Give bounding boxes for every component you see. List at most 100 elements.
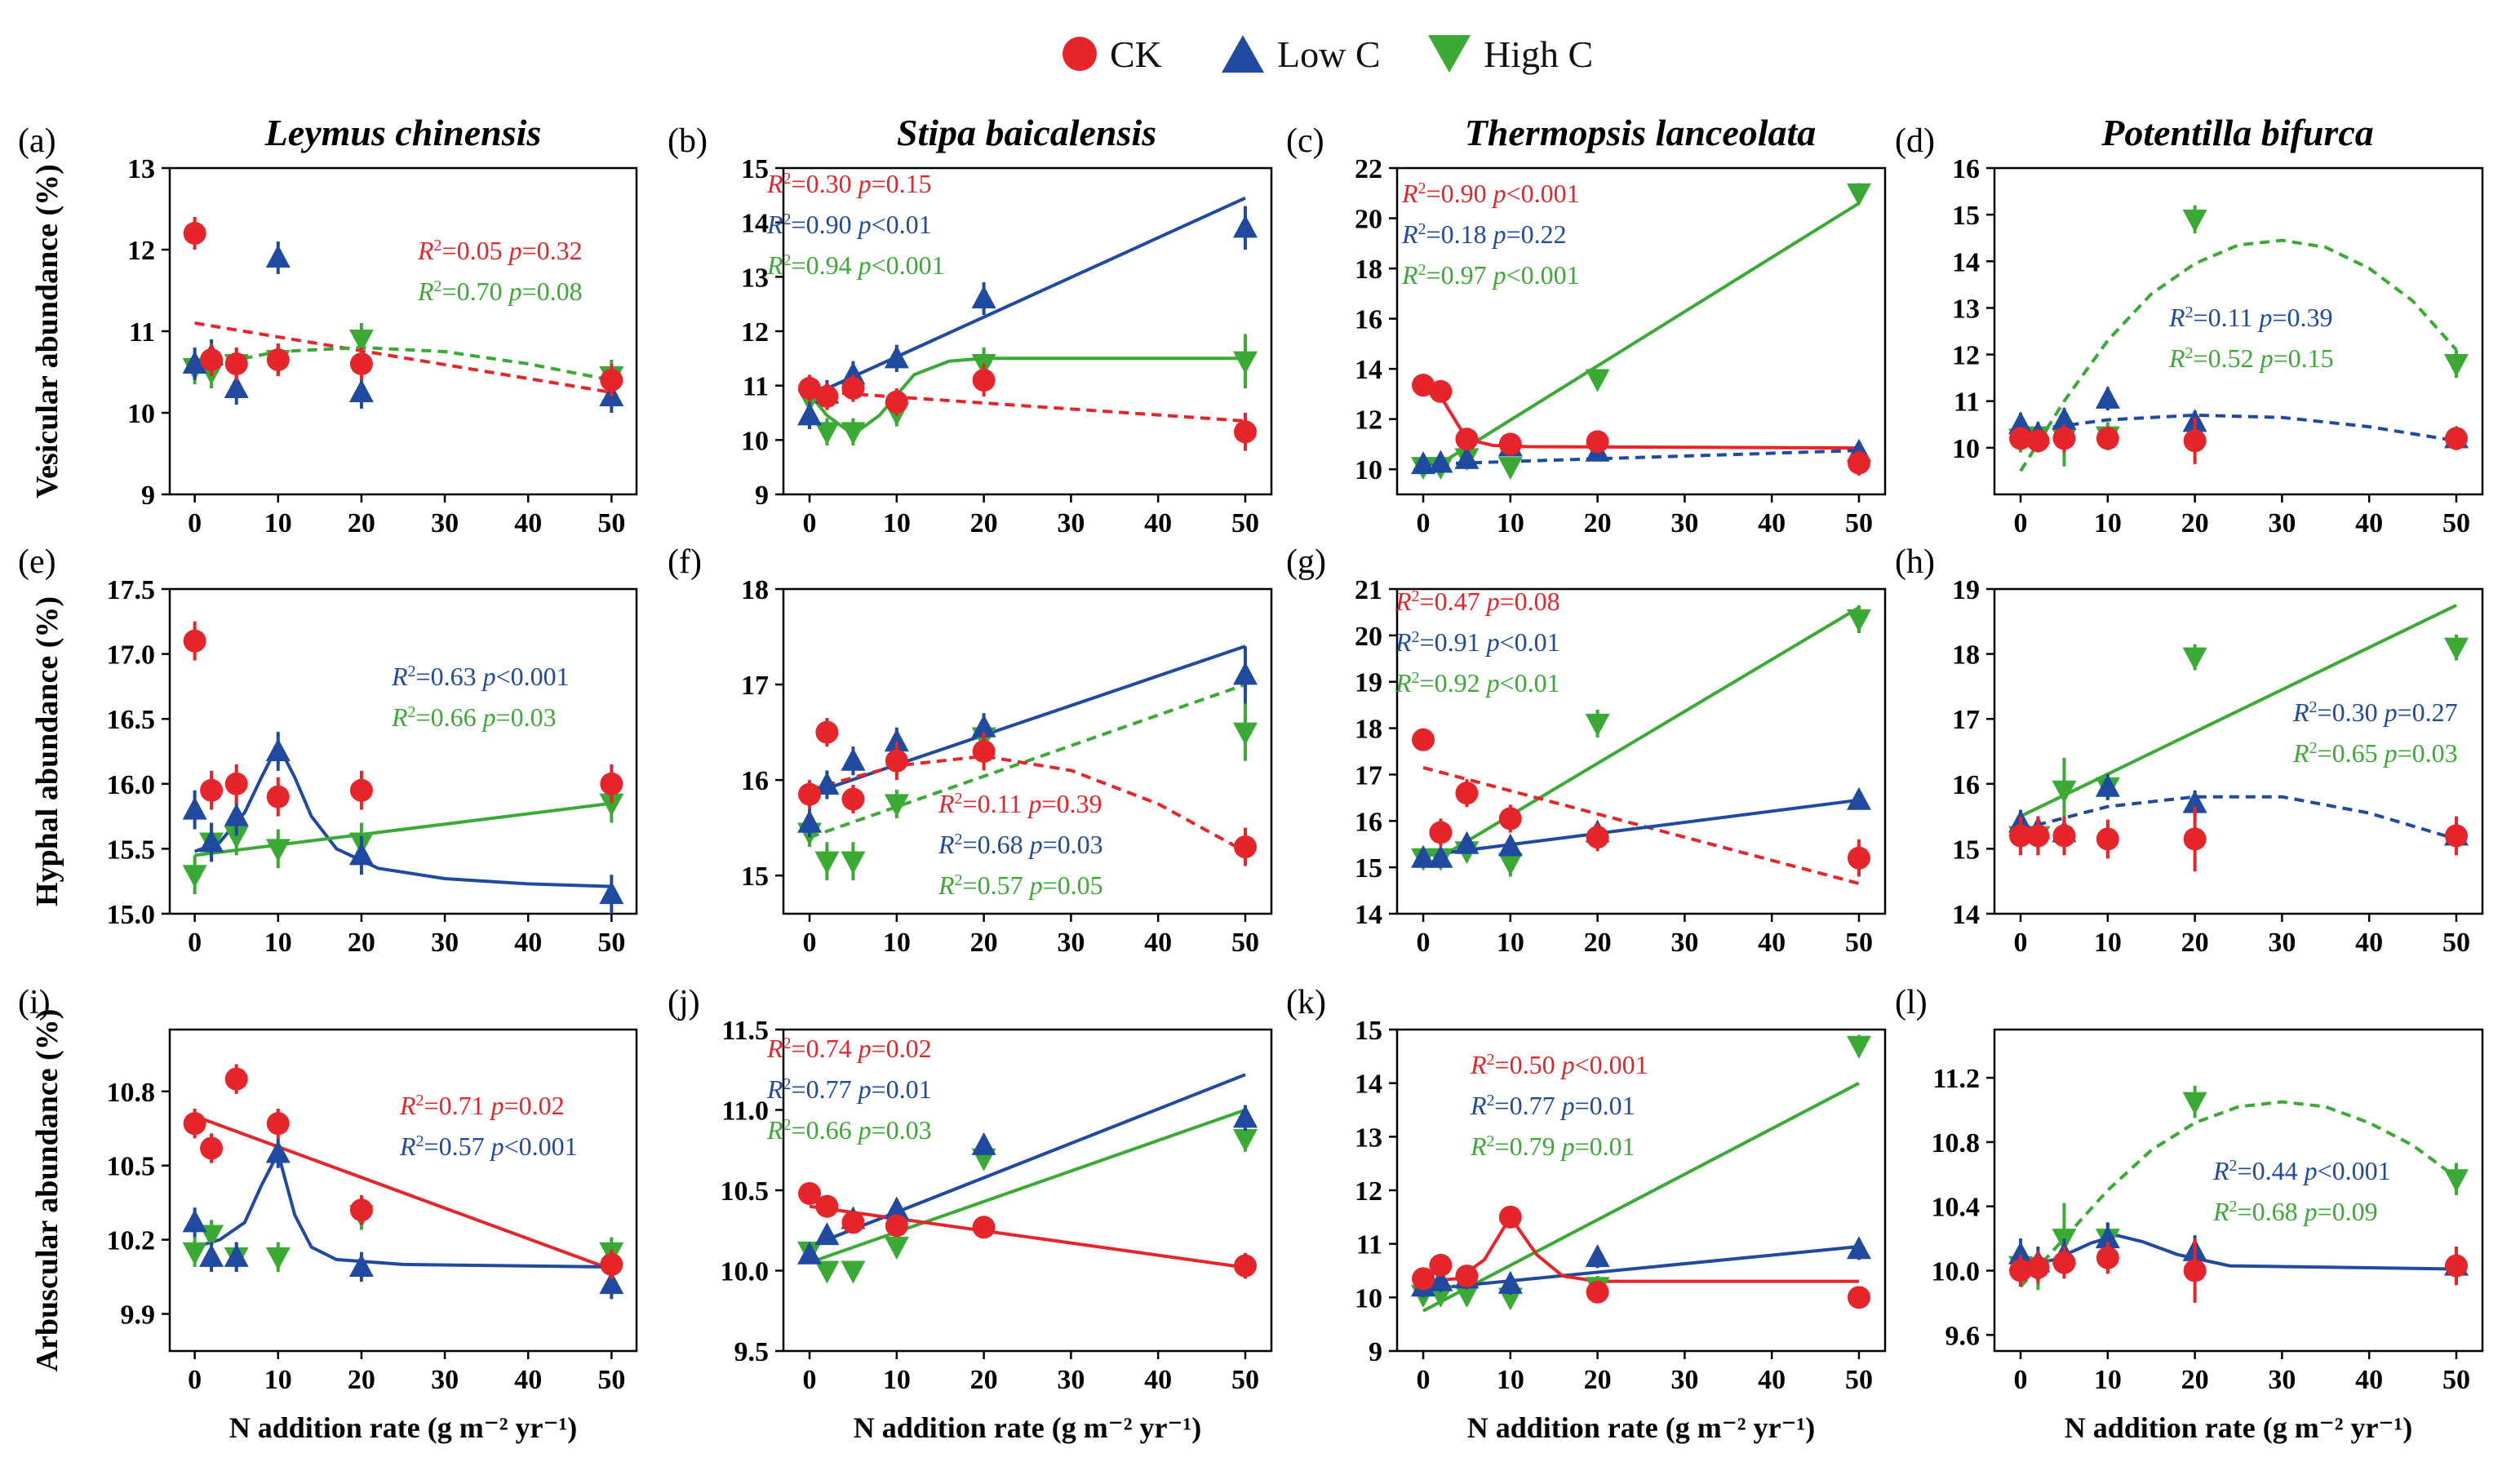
x-tick-label: 40 <box>1758 928 1786 958</box>
point-ck <box>1455 782 1479 805</box>
point-ck <box>600 369 623 392</box>
point-low-c <box>182 351 207 374</box>
y-tick-label: 11.5 <box>721 1016 769 1046</box>
y-tick-label: 13 <box>1355 1123 1382 1153</box>
axes-frame <box>168 587 638 915</box>
y-tick-label: 13 <box>1952 294 1980 324</box>
y-tick-label: 18 <box>741 575 769 605</box>
legend-label-low-c: Low C <box>1277 33 1381 75</box>
y-tick-label: 9.9 <box>121 1300 156 1331</box>
point-ck <box>1412 728 1435 751</box>
point-high-c <box>2182 209 2207 233</box>
legend-circle-marker <box>1063 37 1097 71</box>
x-tick-label: 0 <box>803 1365 817 1395</box>
x-tick-label: 50 <box>1231 1365 1259 1395</box>
y-tick-label: 10.5 <box>721 1176 770 1207</box>
point-low-c <box>1454 445 1480 469</box>
point-low-c <box>1846 1236 1871 1260</box>
x-tick-label: 50 <box>597 508 625 538</box>
fit-line-ck <box>193 1114 613 1271</box>
point-ck <box>266 1112 290 1136</box>
y-tick-label: 16 <box>741 766 769 796</box>
y-tick-label: 10.0 <box>1932 1257 1981 1287</box>
y-tick-label: 9.5 <box>734 1337 770 1367</box>
point-ck <box>1429 821 1453 844</box>
y-tick-label: 11.2 <box>1932 1064 1980 1094</box>
x-tick-label: 20 <box>2181 1365 2209 1395</box>
point-ck <box>1455 1265 1479 1288</box>
point-low-c <box>797 809 823 833</box>
stat-ck: R2=0.30 p=0.15 <box>766 169 932 198</box>
point-ck <box>600 772 623 795</box>
panel-label: (k) <box>1286 984 1326 1021</box>
point-high-c <box>1585 369 1610 392</box>
x-tick-label: 20 <box>970 928 998 958</box>
y-tick-label: 22 <box>1355 154 1382 184</box>
panel-g: 0 10 20 30 40 50 14 15 16 17 18 19 20 21 (g) R2=0.47 p=… <box>1286 543 1887 958</box>
point-high-c <box>1846 1035 1871 1059</box>
axes-frame <box>1395 166 1887 496</box>
point-high-c <box>2182 1092 2207 1115</box>
x-tick-label: 30 <box>1670 508 1698 538</box>
point-ck <box>349 778 373 802</box>
x-tick-label: 50 <box>2442 1365 2470 1395</box>
x-tick-label: 10 <box>883 508 911 538</box>
point-low-c <box>348 379 374 402</box>
x-tick-label: 10 <box>264 928 292 958</box>
point-ck <box>2026 1256 2050 1279</box>
panel-label: (i) <box>18 984 51 1021</box>
stat-low: R2=0.44 p<0.001 <box>2212 1156 2391 1185</box>
fit-line-ck <box>809 389 1246 423</box>
point-ck <box>885 749 908 773</box>
y-tick-label: 21 <box>1355 575 1382 605</box>
point-low-c <box>348 842 374 866</box>
y-tick-label: 12 <box>741 317 769 348</box>
stat-high: R2=0.70 p=0.08 <box>417 277 583 306</box>
point-ck <box>349 352 373 375</box>
point-high-c <box>2052 780 2077 804</box>
point-high-c <box>182 1242 207 1265</box>
stat-ck: R2=0.74 p=0.02 <box>766 1034 932 1063</box>
y-axis-label: Arbuscular abundance (%) <box>30 1009 64 1372</box>
point-ck <box>224 772 248 795</box>
legend-high-c: High C <box>1426 29 1593 78</box>
axes-frame <box>1993 1028 2484 1353</box>
panel-c: 0 10 20 30 40 50 10 12 14 16 18 20 22 (c) R2=0.90 p<0.… <box>1286 122 1887 538</box>
fit-line-high <box>2019 1100 2458 1288</box>
point-ck <box>183 1112 206 1136</box>
point-high-c <box>1497 457 1523 481</box>
y-tick-label: 10.8 <box>107 1078 156 1108</box>
point-low-c <box>1428 1268 1453 1291</box>
x-tick-label: 0 <box>188 1365 202 1395</box>
point-low-c <box>2182 790 2207 813</box>
point-ck <box>1498 1205 1522 1229</box>
point-ck <box>183 629 206 653</box>
y-tick-label: 10 <box>127 399 155 429</box>
stat-low: R2=0.91 p<0.01 <box>1395 627 1560 657</box>
stat-high: R2=0.94 p<0.001 <box>766 250 945 280</box>
point-high-c <box>599 793 624 817</box>
y-tick-label: 10.5 <box>107 1152 156 1182</box>
y-tick-label: 16 <box>1952 154 1980 184</box>
fit-line-high <box>1422 1081 1860 1313</box>
x-tick-label: 50 <box>597 1365 625 1395</box>
point-ck <box>2052 1251 2076 1274</box>
axes-frame <box>1395 587 1887 915</box>
point-high-c <box>1585 713 1610 737</box>
point-ck <box>200 348 224 371</box>
panel-i: 0 10 20 30 40 50 9.9 10.2 10.5 10.8 (i) R2=0.71 p=0… <box>18 984 638 1395</box>
point-low-c <box>814 1222 840 1246</box>
panel-label: (l) <box>1895 984 1928 1021</box>
stat-high: R2=0.68 p=0.09 <box>2212 1197 2378 1226</box>
stat-ck: R2=0.11 p=0.39 <box>938 789 1102 818</box>
x-tick-label: 10 <box>1497 508 1524 538</box>
panel-label: (b) <box>668 122 708 160</box>
point-ck <box>200 1136 224 1160</box>
x-tick-label: 40 <box>514 508 542 538</box>
y-tick-label: 11.0 <box>721 1096 769 1127</box>
y-tick-label: 15.5 <box>107 835 156 865</box>
point-low-c <box>797 1241 823 1265</box>
stat-low: R2=0.30 p=0.27 <box>2292 698 2458 727</box>
stat-high: R2=0.66 p=0.03 <box>391 702 557 732</box>
